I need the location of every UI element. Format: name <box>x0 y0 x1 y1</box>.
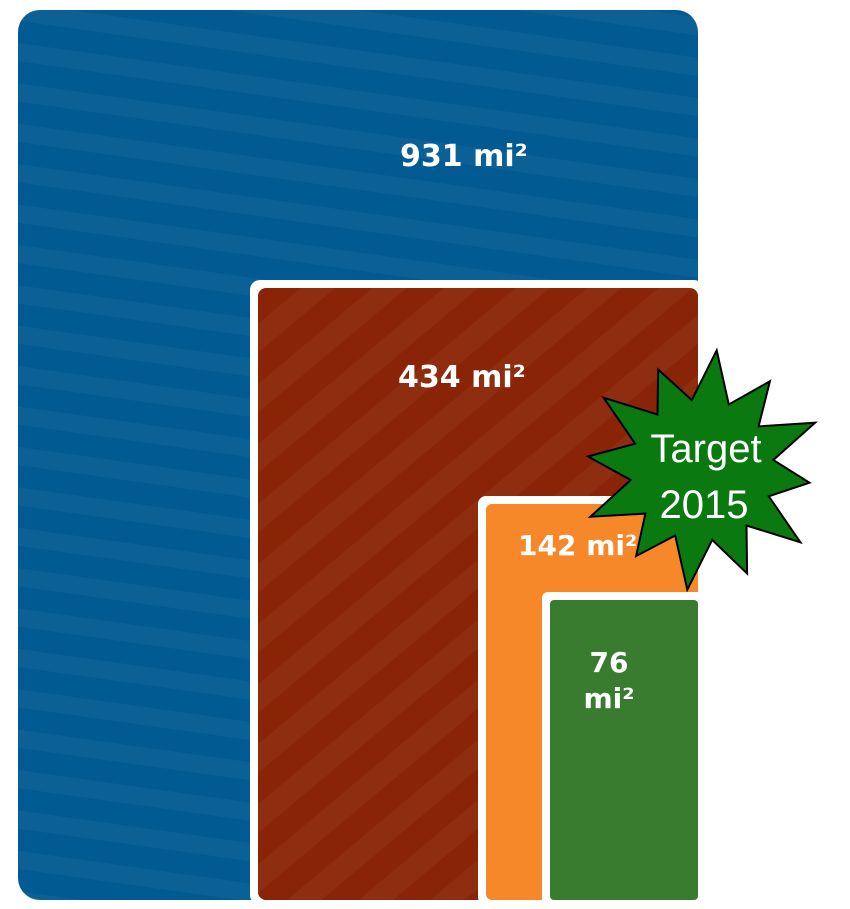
target-starburst: Target 2015 <box>585 347 818 593</box>
area-label-434: 434 mi² <box>398 360 526 395</box>
starburst-text-line1: Target <box>650 427 761 471</box>
area-label-76: 76 <box>590 646 629 679</box>
area-block-76 <box>542 592 704 905</box>
area-label-931: 931 mi² <box>400 139 528 174</box>
area-label-142: 142 mi² <box>518 529 637 562</box>
area-rect-76 <box>550 600 698 900</box>
starburst-shape <box>585 347 818 593</box>
starburst-text-line2: 2015 <box>660 483 749 527</box>
area-label-76-unit: mi² <box>583 682 634 715</box>
